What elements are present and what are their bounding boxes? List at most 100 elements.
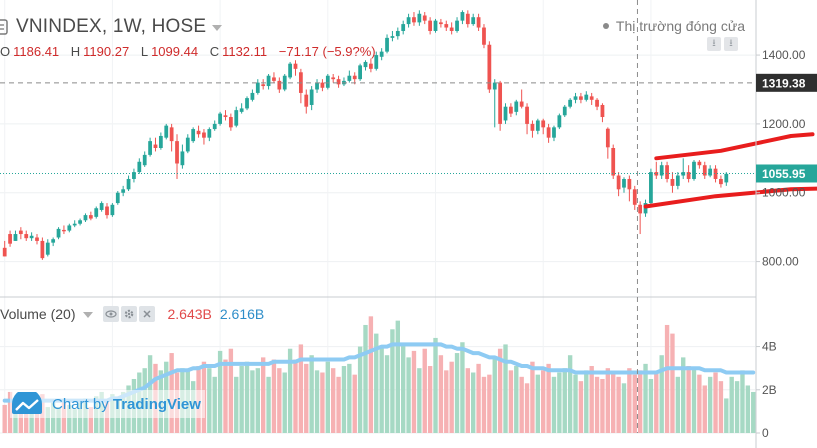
volume-bar — [632, 374, 637, 433]
volume-bar — [745, 385, 751, 433]
scroll-down-icon[interactable]: ⭳ — [707, 37, 721, 51]
candle-body — [175, 141, 179, 164]
volume-bar — [740, 370, 745, 433]
candle-body — [110, 204, 115, 216]
candle-body — [331, 77, 336, 80]
eye-icon[interactable] — [103, 306, 120, 322]
candle-body — [180, 151, 185, 166]
volume-bar — [336, 376, 341, 433]
gear-icon[interactable] — [121, 306, 138, 322]
candle-body — [379, 51, 384, 57]
watermark-text: Chart by TradingView — [52, 396, 201, 413]
volume-bar — [584, 370, 589, 433]
close-icon[interactable] — [139, 306, 156, 322]
volume-bar — [519, 376, 524, 433]
scroll-controls: ⭳ ⭳ — [707, 37, 738, 51]
volume-bar — [45, 407, 50, 433]
volume-bar — [395, 320, 401, 433]
scroll-to-latest-icon[interactable]: ⭳ — [724, 37, 738, 51]
volume-bar — [422, 348, 427, 433]
candle-body — [638, 204, 643, 214]
candle-body — [67, 225, 72, 231]
volume-bar — [341, 366, 347, 433]
candle-body — [573, 96, 578, 100]
crosshair-price-label-bg — [756, 73, 817, 92]
symbol-search-icon[interactable] — [0, 19, 10, 35]
volume-bar — [487, 374, 492, 433]
volume-bar — [654, 372, 659, 433]
candle-body — [546, 127, 551, 138]
candle-body — [713, 168, 718, 179]
price-tick-label: 1000.00 — [762, 186, 806, 200]
candle-body — [412, 17, 416, 23]
volume-bar — [659, 355, 664, 433]
candle-body — [487, 44, 492, 90]
volume-bar — [460, 342, 465, 433]
volume-bar — [686, 366, 691, 433]
volume-value: 2.643B — [167, 306, 212, 322]
price-axis: 800.00 1000.00 1200.00 1400.00 1319.38 1055.9… — [755, 0, 817, 448]
volume-bar — [255, 368, 260, 433]
market-status: Thị trường đóng cửa — [602, 18, 745, 34]
candle-body — [681, 172, 686, 176]
candle-body — [18, 230, 23, 235]
candle-body — [8, 234, 12, 244]
tradingview-watermark[interactable]: Chart by TradingView — [10, 390, 205, 418]
volume-bar — [417, 368, 422, 433]
volume-tick-label: 0 — [762, 426, 769, 440]
candle-body — [535, 120, 540, 131]
volume-bar — [357, 346, 363, 433]
candle-body — [460, 12, 465, 21]
candle-body — [158, 135, 163, 148]
candle-body — [530, 123, 535, 131]
candle-body — [293, 63, 298, 69]
candle-body — [449, 27, 454, 31]
candle-body — [428, 20, 433, 31]
volume-bar — [648, 378, 654, 433]
chevron-down-icon[interactable] — [83, 312, 94, 318]
candle-body — [45, 242, 50, 255]
volume-bar — [471, 372, 476, 433]
volume-bar — [594, 376, 600, 433]
candle-body — [374, 55, 379, 69]
candle-body — [309, 89, 314, 105]
price-tick-label: 800.00 — [762, 255, 799, 269]
candle-body — [649, 172, 653, 204]
candle-body — [595, 99, 599, 107]
open-label: O — [0, 44, 11, 59]
candle-body — [62, 229, 66, 232]
candle-body — [417, 13, 422, 23]
candle-body — [164, 125, 169, 138]
candle-body — [358, 65, 362, 80]
candle-body — [708, 168, 713, 176]
tradingview-logo-icon — [12, 392, 42, 414]
volume-bar — [524, 383, 530, 433]
candle-body — [191, 129, 196, 142]
chevron-down-icon[interactable] — [212, 25, 223, 31]
volume-bar — [670, 333, 675, 433]
candle-body — [29, 235, 34, 239]
candle-body — [83, 215, 88, 221]
volume-bar — [616, 376, 621, 433]
candle-body — [363, 61, 368, 68]
volume-bar — [497, 348, 503, 433]
candle-body — [137, 161, 142, 173]
volume-bar — [293, 359, 298, 433]
candle-body — [600, 104, 605, 118]
candle-body — [401, 24, 406, 31]
last-price-label-bg — [756, 164, 817, 183]
channel-upper-line — [654, 132, 815, 161]
volume-title[interactable]: Volume (20) — [0, 306, 76, 322]
volume-bar — [228, 348, 234, 433]
volume-bar — [384, 355, 390, 433]
low-label: L — [140, 44, 149, 59]
symbol-title[interactable]: VNINDEX, 1W, HOSE — [16, 16, 207, 37]
volume-bar — [697, 374, 702, 433]
candle-body — [557, 115, 562, 128]
candle-body — [692, 161, 696, 179]
candle-body — [288, 63, 292, 78]
candle-body — [562, 106, 567, 116]
candle-body — [304, 94, 309, 107]
volume-tick-label: 4B — [762, 340, 777, 354]
